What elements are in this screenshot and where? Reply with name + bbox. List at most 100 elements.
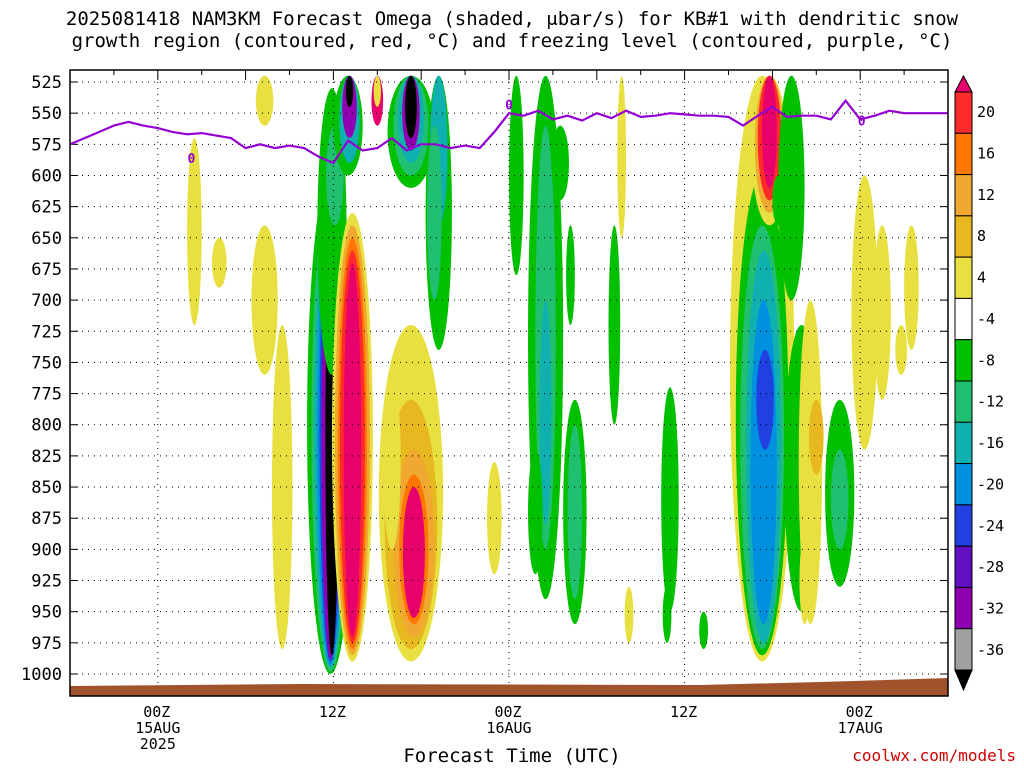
- plot-frame: [69, 69, 949, 697]
- colorbar-label: -8: [977, 351, 995, 369]
- omega-contour: [617, 75, 627, 238]
- colorbar-label: -12: [977, 393, 1004, 411]
- y-tick-label: 525: [31, 73, 62, 93]
- y-tick-label: 850: [31, 478, 62, 498]
- colorbar-swatch: [954, 132, 973, 176]
- omega-contour: [566, 225, 575, 326]
- x-tick-label: 15AUG: [135, 719, 180, 737]
- y-tick-label: 875: [31, 509, 62, 529]
- y-tick-label: 600: [31, 166, 62, 186]
- colorbar-label: -36: [977, 641, 1004, 659]
- freezing-level-label: 0: [858, 115, 866, 130]
- omega-contour: [808, 399, 824, 475]
- colorbar-label: -20: [977, 475, 1004, 493]
- omega-contour: [255, 75, 274, 126]
- omega-contour: [251, 225, 278, 375]
- chart-title-line1: 2025081418 NAM3KM Forecast Omega (shaded…: [65, 8, 959, 30]
- y-tick-label: 975: [31, 634, 62, 654]
- colorbar-label: 16: [977, 144, 995, 162]
- omega-contour: [762, 75, 777, 188]
- freezing-level-label: 0: [505, 98, 513, 113]
- x-tick-label: 16AUG: [486, 719, 531, 737]
- colorbar-label: 4: [977, 269, 986, 287]
- colorbar-swatch: [954, 174, 973, 217]
- colorbar-swatch: [954, 463, 973, 506]
- y-tick-label: 675: [31, 260, 62, 280]
- y-tick-label: 825: [31, 447, 62, 467]
- y-tick-label: 900: [31, 540, 62, 560]
- colorbar-arrow-top: [954, 74, 973, 93]
- y-tick-label: 925: [31, 572, 62, 592]
- colorbar-label: -28: [977, 558, 1004, 576]
- colorbar-label: -32: [977, 600, 1004, 618]
- colorbar-label: -24: [977, 517, 1004, 535]
- freezing-level-line: [70, 98, 948, 165]
- omega-contour: [608, 225, 621, 425]
- y-tick-label: 950: [31, 603, 62, 623]
- credit-text: coolwx.com/models: [852, 746, 1016, 765]
- omega-contour: [508, 75, 524, 276]
- x-tick-label: 2025: [140, 735, 176, 753]
- x-tick-label: 12Z: [319, 703, 346, 721]
- omega-contour: [427, 125, 442, 301]
- x-axis-label: Forecast Time (UTC): [403, 745, 621, 767]
- x-tick-label: 00Z: [846, 703, 873, 721]
- omega-contour: [402, 487, 425, 618]
- omega-contour: [271, 325, 293, 650]
- ground-terrain: [70, 678, 948, 696]
- y-tick-label: 650: [31, 229, 62, 249]
- colorbar-swatch: [954, 586, 973, 630]
- omega-contour: [895, 325, 908, 375]
- colorbar-swatch: [954, 545, 973, 588]
- omega-contour: [873, 225, 891, 400]
- x-tick-label: 00Z: [494, 703, 521, 721]
- omega-contour: [373, 75, 381, 107]
- x-tick-label: 17AUG: [838, 719, 883, 737]
- x-tick-label: 12Z: [670, 703, 697, 721]
- colorbar-swatch: [954, 421, 973, 465]
- omega-contour: [699, 611, 709, 650]
- omega-contour: [405, 75, 417, 139]
- colorbar-swatch: [954, 256, 973, 299]
- y-tick-label: 550: [31, 104, 62, 124]
- chart-title-line2: growth region (contoured, red, °C) and f…: [71, 30, 953, 52]
- omega-contour: [830, 449, 849, 550]
- omega-contour: [383, 374, 401, 550]
- omega-contour: [778, 75, 805, 301]
- omega-contour: [187, 138, 202, 326]
- colorbar-label: 12: [977, 186, 995, 204]
- colorbar-swatch: [954, 628, 973, 671]
- colorbar-swatch: [954, 215, 973, 258]
- colorbar-arrow-bottom: [954, 669, 973, 692]
- omega-contour: [211, 237, 227, 288]
- omega-contour: [539, 300, 552, 525]
- omega-contour: [528, 449, 543, 575]
- freezing-level-label: 0: [188, 152, 196, 167]
- omega-contour: [750, 300, 777, 625]
- y-tick-label: 1000: [21, 665, 62, 685]
- omega-contour: [662, 586, 672, 643]
- omega-contour: [661, 387, 679, 612]
- omega-contour: [756, 349, 774, 450]
- y-tick-label: 750: [31, 353, 62, 373]
- colorbar-swatch: [954, 504, 973, 547]
- omega-contour: [567, 424, 583, 600]
- y-tick-label: 725: [31, 322, 62, 342]
- omega-contour: [624, 586, 634, 643]
- omega-contour: [487, 462, 502, 575]
- y-tick-label: 775: [31, 385, 62, 405]
- omega-contour: [799, 536, 810, 625]
- omega-contour: [343, 262, 362, 637]
- y-tick-label: 575: [31, 135, 62, 155]
- x-tick-label: 00Z: [143, 703, 170, 721]
- colorbar-label: -16: [977, 434, 1004, 452]
- colorbar-swatch: [954, 380, 973, 423]
- colorbar-label: 20: [977, 103, 995, 121]
- y-tick-label: 625: [31, 198, 62, 218]
- colorbar-label: 8: [977, 227, 986, 245]
- colorbar-label: -4: [977, 310, 995, 328]
- colorbar-swatch: [954, 339, 973, 382]
- omega-contour: [904, 225, 919, 350]
- y-tick-label: 800: [31, 416, 62, 436]
